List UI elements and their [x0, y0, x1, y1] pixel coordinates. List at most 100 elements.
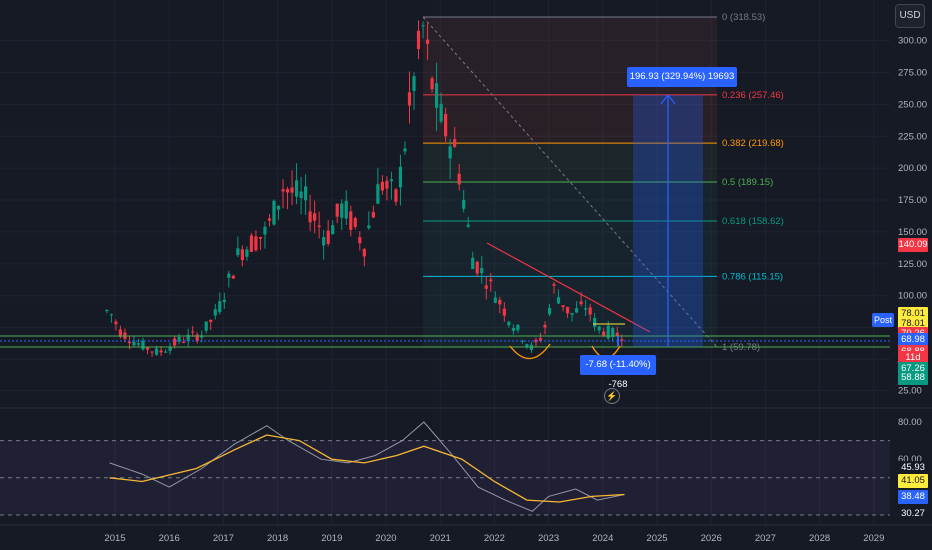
rsi-badge: 45.93: [898, 461, 928, 475]
candle-body: [434, 83, 439, 108]
candle-body: [453, 139, 457, 147]
candle-body: [570, 313, 574, 315]
candle-body: [263, 226, 267, 235]
candle-body: [136, 343, 141, 345]
candle-body: [353, 218, 357, 227]
candle-body: [182, 342, 186, 344]
candle-body: [118, 329, 123, 337]
trendline: [486, 242, 651, 333]
candle-body: [502, 308, 506, 316]
candle-body: [335, 203, 339, 217]
candle-body: [403, 148, 407, 152]
candle-body: [367, 225, 371, 229]
candle-body: [444, 113, 448, 137]
candle-body: [489, 279, 493, 282]
candle-body: [525, 344, 529, 347]
price-tick-label: 100.00: [898, 291, 927, 302]
candle-body: [186, 334, 190, 341]
candle-body: [611, 327, 615, 337]
candle-body: [272, 200, 276, 225]
candle-body: [317, 225, 321, 228]
candle-body: [412, 76, 416, 91]
price-tick-label: 125.00: [898, 259, 927, 270]
rsi-band: [0, 440, 890, 515]
fib-level-label: 0.5 (189.15): [722, 177, 773, 188]
time-tick-label: 2018: [267, 533, 288, 544]
candle-body: [538, 338, 543, 341]
time-tick-label: 2017: [213, 533, 234, 544]
candle-body: [584, 308, 588, 310]
currency-selector[interactable]: USD: [895, 4, 925, 28]
candle-body: [267, 218, 272, 221]
candle-body: [109, 314, 113, 316]
rsi-pane[interactable]: [0, 421, 890, 516]
time-tick-label: 2021: [430, 533, 451, 544]
price-tick-label: 275.00: [898, 68, 927, 79]
rsi-tick-label: 80.00: [898, 417, 922, 428]
arrow-head: [660, 94, 676, 105]
candle-body: [439, 103, 443, 122]
candle-body: [326, 230, 330, 244]
candle-body: [448, 146, 452, 159]
candle-body: [606, 325, 610, 339]
candle-body: [195, 334, 199, 342]
candle-body: [105, 310, 109, 312]
candle-body: [498, 299, 502, 305]
candle-body: [466, 224, 470, 227]
candle-body: [385, 180, 389, 189]
candle-body: [575, 308, 579, 313]
candle-body: [534, 339, 538, 343]
candle-body: [163, 351, 168, 353]
rsi-badge: 38.48: [898, 490, 928, 504]
price-badge: 58.88: [898, 370, 928, 385]
drawings[interactable]: [0, 94, 890, 360]
candle-body: [561, 305, 565, 308]
price-tick-label: 225.00: [898, 131, 927, 142]
candle-body: [227, 273, 231, 278]
candle-body: [620, 339, 624, 341]
measure-down-label[interactable]: -7.68 (-11.40%) -768: [580, 355, 656, 390]
fib-level-label: 0.236 (257.46): [722, 90, 784, 101]
candle-body: [276, 205, 281, 210]
candle-body: [177, 336, 181, 342]
lightning-icon[interactable]: ⚡: [604, 388, 620, 404]
price-tick-label: 175.00: [898, 195, 927, 206]
candle-body: [588, 307, 592, 315]
candle-body: [340, 203, 344, 218]
candle-body: [127, 341, 132, 344]
axes: 300.00 275.00 250.00 225.00 200.00 175.00 150.…: [0, 36, 932, 544]
candle-body: [154, 348, 159, 355]
candle-body: [322, 237, 326, 246]
fib-level-label: 0.786 (115.15): [722, 271, 783, 282]
candle-body: [480, 267, 484, 274]
candle-body: [308, 211, 312, 223]
candle-body: [304, 186, 308, 201]
rsi-tick-label: 60.00: [898, 454, 922, 465]
candle-body: [407, 92, 412, 106]
time-tick-label: 2023: [538, 533, 559, 544]
candle-body: [209, 319, 213, 323]
candle-body: [597, 326, 601, 331]
candle-body: [520, 340, 525, 342]
grid: [0, 0, 890, 525]
candle-body: [471, 257, 475, 270]
candle-body: [593, 317, 597, 327]
time-tick-label: 2020: [375, 533, 396, 544]
pattern-curve: [509, 343, 551, 360]
candle-body: [331, 225, 335, 235]
candle-body: [394, 189, 398, 202]
candle-body: [398, 166, 403, 188]
time-tick-label: 2016: [159, 533, 180, 544]
price-tick-label: 250.00: [898, 99, 927, 110]
measure-up-label[interactable]: 196.93 (329.94%) 19693: [627, 67, 737, 87]
fib-level-label: 0.618 (158.62): [722, 216, 784, 227]
candle-body: [313, 213, 317, 221]
time-tick-label: 2022: [484, 533, 505, 544]
candle-body: [421, 25, 425, 27]
candle-body: [141, 340, 145, 350]
candle-body: [236, 248, 240, 256]
candle-body: [285, 189, 290, 193]
price-tick-label: 200.00: [898, 163, 927, 174]
post-market-label: Post: [872, 313, 894, 327]
